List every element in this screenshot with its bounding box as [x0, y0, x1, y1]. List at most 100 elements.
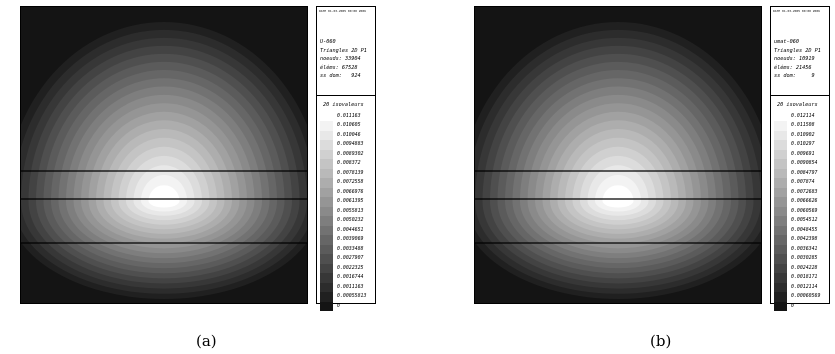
legend-row: 0.00055813 [317, 292, 375, 302]
legend-swatch [774, 273, 787, 283]
legend-label: 0.0061395 [337, 198, 364, 205]
legend-row: 0.0042398 [771, 235, 829, 245]
legend-swatch [774, 206, 787, 217]
legend-swatch [774, 301, 787, 312]
legend-row: 0.0039069 [317, 235, 375, 245]
legend-row: 0.011508 [771, 121, 829, 131]
legend-swatch [320, 216, 333, 226]
caption-b: (b) [650, 332, 672, 350]
legend-row: 0.0072558 [317, 178, 375, 188]
legend-swatch [774, 149, 787, 160]
legend-swatch [320, 292, 333, 302]
legend-row: 0 [771, 301, 829, 312]
legend-swatch [774, 282, 787, 293]
legend-row: 0.007874 [771, 178, 829, 188]
legend-swatch [774, 130, 787, 141]
contour-band [602, 185, 634, 208]
legend-row: 0.0060569 [771, 206, 829, 217]
legend-swatch [320, 111, 333, 122]
legend-row: 0.0066976 [317, 187, 375, 198]
legend-b: 0.012114 0.011508 0.010902 0.010297 0.009691… [771, 111, 829, 312]
legend-row: 0.0066626 [771, 197, 829, 207]
legend-swatch [320, 206, 333, 217]
legend-row: 0.0024228 [771, 263, 829, 274]
legend-label: 0.009691 [791, 150, 815, 157]
legend-swatch [774, 244, 787, 255]
legend-swatch [320, 121, 333, 131]
legend-label: 0.007874 [791, 179, 815, 186]
legend-label: 0.0055813 [337, 207, 364, 214]
legend-row: 0.010902 [771, 130, 829, 141]
legend-label: 0.00055813 [337, 293, 367, 300]
legend-row: 0.0084797 [771, 168, 829, 179]
legend-label: 0.0036341 [791, 245, 818, 252]
legend-label: 0.0054512 [791, 217, 818, 224]
meta-line: U-060 [320, 39, 336, 45]
legend-label: 0.0027907 [337, 255, 364, 262]
contour-svg-a [21, 7, 307, 303]
meta-line: ss dom: 9 [774, 73, 815, 80]
legend-label: 0.011508 [791, 122, 815, 129]
legend-label: 0.0072558 [337, 179, 364, 186]
meta-line: Triangles 2D P1 [320, 47, 367, 54]
legend-row: 0.0022325 [317, 263, 375, 274]
legend-label: 0 [337, 302, 340, 309]
legend-swatch [320, 225, 333, 236]
info-panel-a: DATE 01-03-2005 00:00 2006 U-060 Triangle… [316, 6, 376, 312]
legend-swatch [774, 225, 787, 236]
legend-label: 0.012114 [791, 112, 815, 119]
legend-label: 0.0044651 [337, 226, 364, 233]
legend-swatch [320, 244, 333, 255]
legend-swatch [320, 140, 333, 150]
legend-label: 0.0042398 [791, 236, 818, 243]
legend-row: 0.0048455 [771, 225, 829, 236]
meta-line: éléms: 21456 [774, 64, 812, 71]
legend-row: 0.0033488 [317, 244, 375, 255]
legend-label: 0.0030285 [791, 255, 818, 262]
caption-a: (a) [196, 332, 217, 350]
legend-row: 0.010297 [771, 140, 829, 150]
contour-plot-b [474, 6, 762, 304]
legend-swatch [774, 254, 787, 264]
legend-label: 0.0039069 [337, 236, 364, 243]
legend-row: 0.0054512 [771, 216, 829, 226]
info-panel-b: DATE 01-03-2005 00:00 2006 umat-060 Trian… [770, 6, 830, 312]
legend-swatch [320, 263, 333, 274]
legend-row: 0.008372 [317, 159, 375, 169]
legend-row: 0.0072683 [771, 187, 829, 198]
legend-swatch [320, 187, 333, 198]
legend-swatch [774, 263, 787, 274]
legend-row: 0.012114 [771, 111, 829, 122]
legend-swatch [320, 168, 333, 179]
meta-line: umat-060 [774, 39, 799, 45]
legend-swatch [320, 197, 333, 207]
legend-label: 0.008372 [337, 160, 361, 167]
legend-swatch [774, 197, 787, 207]
legend-swatch [320, 159, 333, 169]
legend-label: 0.00060569 [791, 293, 821, 300]
legend-row: 0.00060569 [771, 292, 829, 302]
legend-row: 0.0018171 [771, 273, 829, 283]
legend-row: 0.0050232 [317, 216, 375, 226]
legend-row: 0.0036341 [771, 244, 829, 255]
legend-title-b: 20 isovaleurs [777, 101, 818, 108]
meta-line: ss dom: 924 [320, 73, 361, 80]
contour-plot-a [20, 6, 308, 304]
legend-swatch [774, 178, 787, 188]
legend-label: 0.010902 [791, 131, 815, 138]
legend-swatch [774, 159, 787, 169]
legend-label: 0.0024228 [791, 264, 818, 271]
legend-swatch [774, 292, 787, 302]
legend-swatch [774, 168, 787, 179]
legend-label: 0.0072683 [791, 188, 818, 195]
legend-swatch [320, 178, 333, 188]
legend-row: 0.0078139 [317, 168, 375, 179]
legend-label: 0.0050232 [337, 217, 364, 224]
legend-row: 0.0016744 [317, 273, 375, 283]
legend-swatch [320, 130, 333, 141]
legend-row: 0 [317, 301, 375, 312]
legend-row: 0.0094883 [317, 140, 375, 150]
legend-label: 0.011163 [337, 112, 361, 119]
legend-label: 0.0066626 [791, 198, 818, 205]
legend-label: 0 [791, 302, 794, 309]
